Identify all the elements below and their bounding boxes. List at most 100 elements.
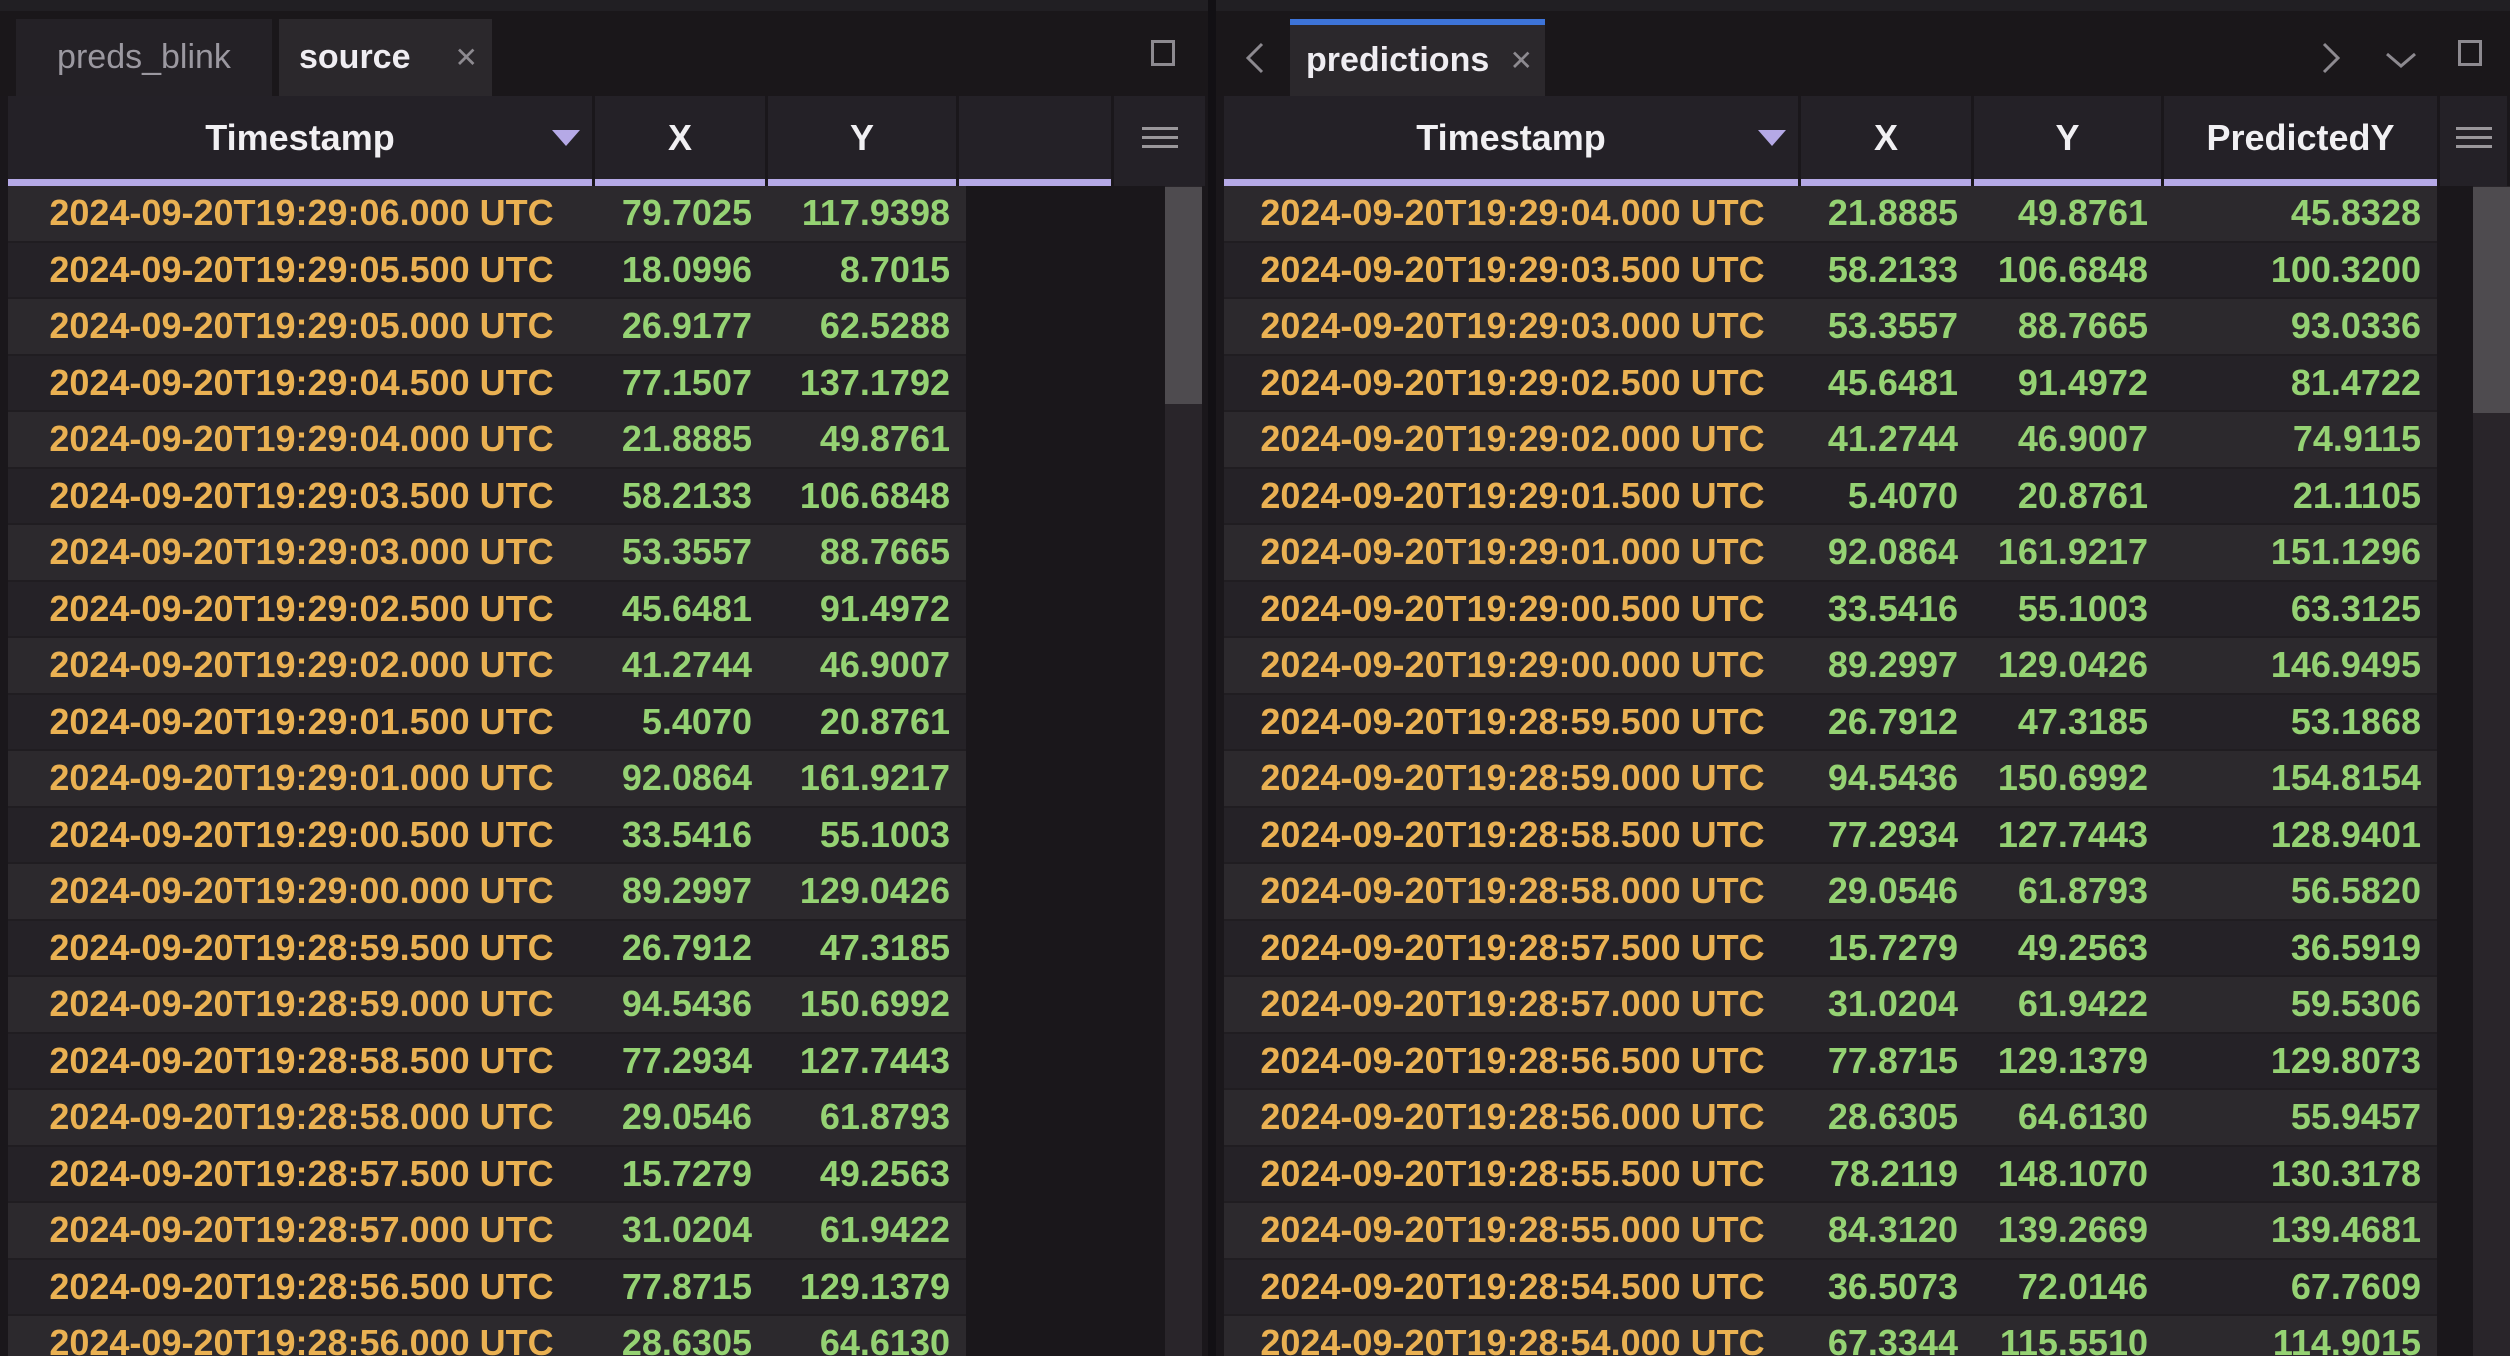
- value-cell[interactable]: 100.3200: [2270, 248, 2421, 290]
- timestamp-cell[interactable]: 2024-09-20T19:28:56.500 UTC: [1260, 1039, 1765, 1081]
- timestamp-cell[interactable]: 2024-09-20T19:29:04.000 UTC: [1260, 192, 1765, 234]
- value-cell[interactable]: 58.2133: [621, 474, 752, 516]
- value-cell[interactable]: 67.7609: [2290, 1265, 2421, 1307]
- value-cell[interactable]: 31.0204: [621, 1209, 752, 1251]
- tab-predictions[interactable]: predictions ✕: [1290, 19, 1545, 96]
- timestamp-cell[interactable]: 2024-09-20T19:28:55.500 UTC: [1260, 1152, 1765, 1194]
- value-cell[interactable]: 77.8715: [621, 1265, 752, 1307]
- value-cell[interactable]: 150.6992: [799, 983, 950, 1025]
- value-cell[interactable]: 49.8761: [2017, 192, 2148, 234]
- table-row[interactable]: 2024-09-20T19:29:01.000 UTC 92.0864 161.92…: [8, 751, 966, 808]
- timestamp-cell[interactable]: 2024-09-20T19:29:01.500 UTC: [1260, 474, 1765, 516]
- value-cell[interactable]: 79.7025: [621, 192, 752, 234]
- value-cell[interactable]: 15.7279: [621, 1152, 752, 1194]
- table-row[interactable]: 2024-09-20T19:29:00.000 UTC 89.2997 129.04…: [8, 864, 966, 921]
- table-row[interactable]: 2024-09-20T19:29:05.500 UTC 18.0996 8.7015: [8, 242, 966, 299]
- close-icon[interactable]: ✕: [454, 41, 478, 73]
- table-row[interactable]: 2024-09-20T19:29:05.000 UTC 26.9177 62.528…: [8, 299, 966, 356]
- value-cell[interactable]: 26.7912: [621, 926, 752, 968]
- table-row[interactable]: 2024-09-20T19:28:56.000 UTC 28.6305 64.613…: [1224, 1090, 2437, 1147]
- table-row[interactable]: 2024-09-20T19:28:58.000 UTC 29.0546 61.879…: [8, 1090, 966, 1147]
- value-cell[interactable]: 88.7665: [2017, 305, 2148, 347]
- value-cell[interactable]: 55.1003: [819, 813, 950, 855]
- value-cell[interactable]: 77.2934: [1827, 813, 1958, 855]
- value-cell[interactable]: 115.5510: [1999, 1322, 2148, 1356]
- scrollbar-thumb[interactable]: [2473, 187, 2510, 413]
- value-cell[interactable]: 8.7015: [839, 248, 950, 290]
- table-row[interactable]: 2024-09-20T19:28:56.500 UTC 77.8715 129.13…: [1224, 1033, 2437, 1090]
- header-cell-timestamp[interactable]: Timestamp: [8, 96, 592, 186]
- timestamp-cell[interactable]: 2024-09-20T19:29:00.000 UTC: [49, 870, 554, 912]
- value-cell[interactable]: 33.5416: [1827, 587, 1958, 629]
- value-cell[interactable]: 129.0426: [799, 870, 950, 912]
- timestamp-cell[interactable]: 2024-09-20T19:28:56.000 UTC: [49, 1322, 554, 1356]
- table-row[interactable]: 2024-09-20T19:28:57.500 UTC 15.7279 49.256…: [1224, 920, 2437, 977]
- value-cell[interactable]: 106.6848: [799, 474, 950, 516]
- header-cell-y[interactable]: Y: [1974, 96, 2161, 186]
- value-cell[interactable]: 127.7443: [1997, 813, 2148, 855]
- value-cell[interactable]: 130.3178: [2270, 1152, 2421, 1194]
- chevron-down-icon[interactable]: [2383, 50, 2419, 72]
- timestamp-cell[interactable]: 2024-09-20T19:29:03.000 UTC: [49, 531, 554, 573]
- timestamp-cell[interactable]: 2024-09-20T19:28:59.500 UTC: [1260, 700, 1765, 742]
- timestamp-cell[interactable]: 2024-09-20T19:29:01.000 UTC: [49, 757, 554, 799]
- value-cell[interactable]: 127.7443: [799, 1039, 950, 1081]
- table-row[interactable]: 2024-09-20T19:28:58.500 UTC 77.2934 127.74…: [1224, 807, 2437, 864]
- maximize-icon[interactable]: [2458, 40, 2482, 66]
- timestamp-cell[interactable]: 2024-09-20T19:28:54.000 UTC: [1260, 1322, 1765, 1356]
- value-cell[interactable]: 154.8154: [2270, 757, 2421, 799]
- timestamp-cell[interactable]: 2024-09-20T19:28:59.000 UTC: [1260, 757, 1765, 799]
- value-cell[interactable]: 139.2669: [1997, 1209, 2148, 1251]
- timestamp-cell[interactable]: 2024-09-20T19:28:57.500 UTC: [1260, 926, 1765, 968]
- table-row[interactable]: 2024-09-20T19:28:56.000 UTC 28.6305 64.613…: [8, 1316, 966, 1356]
- timestamp-cell[interactable]: 2024-09-20T19:29:04.000 UTC: [49, 418, 554, 460]
- value-cell[interactable]: 151.1296: [2270, 531, 2421, 573]
- value-cell[interactable]: 49.8761: [819, 418, 950, 460]
- table-row[interactable]: 2024-09-20T19:29:02.000 UTC 41.2744 46.900…: [1224, 412, 2437, 469]
- timestamp-cell[interactable]: 2024-09-20T19:29:02.500 UTC: [1260, 361, 1765, 403]
- scrollbar-thumb[interactable]: [1165, 187, 1202, 404]
- value-cell[interactable]: 84.3120: [1827, 1209, 1958, 1251]
- header-cell-x[interactable]: X: [595, 96, 765, 186]
- value-cell[interactable]: 89.2997: [1827, 644, 1958, 686]
- value-cell[interactable]: 5.4070: [641, 700, 752, 742]
- table-row[interactable]: 2024-09-20T19:29:03.000 UTC 53.3557 88.766…: [1224, 299, 2437, 356]
- value-cell[interactable]: 15.7279: [1827, 926, 1958, 968]
- timestamp-cell[interactable]: 2024-09-20T19:29:03.000 UTC: [1260, 305, 1765, 347]
- value-cell[interactable]: 56.5820: [2290, 870, 2421, 912]
- value-cell[interactable]: 20.8761: [819, 700, 950, 742]
- value-cell[interactable]: 94.5436: [621, 983, 752, 1025]
- table-row[interactable]: 2024-09-20T19:29:04.500 UTC 77.1507 137.17…: [8, 355, 966, 412]
- value-cell[interactable]: 41.2744: [621, 644, 752, 686]
- timestamp-cell[interactable]: 2024-09-20T19:29:00.000 UTC: [1260, 644, 1765, 686]
- value-cell[interactable]: 64.6130: [819, 1322, 950, 1356]
- value-cell[interactable]: 67.3344: [1827, 1322, 1958, 1356]
- table-row[interactable]: 2024-09-20T19:29:03.500 UTC 58.2133 106.68…: [8, 468, 966, 525]
- value-cell[interactable]: 77.8715: [1827, 1039, 1958, 1081]
- value-cell[interactable]: 62.5288: [819, 305, 950, 347]
- value-cell[interactable]: 81.4722: [2290, 361, 2421, 403]
- value-cell[interactable]: 49.2563: [2017, 926, 2148, 968]
- timestamp-cell[interactable]: 2024-09-20T19:29:06.000 UTC: [49, 192, 554, 234]
- value-cell[interactable]: 72.0146: [2017, 1265, 2148, 1307]
- value-cell[interactable]: 55.1003: [2017, 587, 2148, 629]
- timestamp-cell[interactable]: 2024-09-20T19:29:01.000 UTC: [1260, 531, 1765, 573]
- table-row[interactable]: 2024-09-20T19:28:57.000 UTC 31.0204 61.942…: [8, 1203, 966, 1260]
- value-cell[interactable]: 26.9177: [621, 305, 752, 347]
- header-cell-y[interactable]: Y: [768, 96, 956, 186]
- timestamp-cell[interactable]: 2024-09-20T19:28:57.500 UTC: [49, 1152, 554, 1194]
- timestamp-cell[interactable]: 2024-09-20T19:29:03.500 UTC: [1260, 248, 1765, 290]
- value-cell[interactable]: 114.9015: [2272, 1322, 2421, 1356]
- table-row[interactable]: 2024-09-20T19:28:59.000 UTC 94.5436 150.69…: [8, 977, 966, 1034]
- value-cell[interactable]: 93.0336: [2290, 305, 2421, 347]
- value-cell[interactable]: 61.9422: [2017, 983, 2148, 1025]
- value-cell[interactable]: 146.9495: [2270, 644, 2421, 686]
- value-cell[interactable]: 129.1379: [799, 1265, 950, 1307]
- value-cell[interactable]: 128.9401: [2270, 813, 2421, 855]
- header-cell-timestamp[interactable]: Timestamp: [1224, 96, 1798, 186]
- table-row[interactable]: 2024-09-20T19:28:55.500 UTC 78.2119 148.10…: [1224, 1146, 2437, 1203]
- timestamp-cell[interactable]: 2024-09-20T19:29:02.500 UTC: [49, 587, 554, 629]
- table-row[interactable]: 2024-09-20T19:28:57.500 UTC 15.7279 49.256…: [8, 1146, 966, 1203]
- value-cell[interactable]: 26.7912: [1827, 700, 1958, 742]
- header-menu-cell[interactable]: [1114, 96, 1205, 186]
